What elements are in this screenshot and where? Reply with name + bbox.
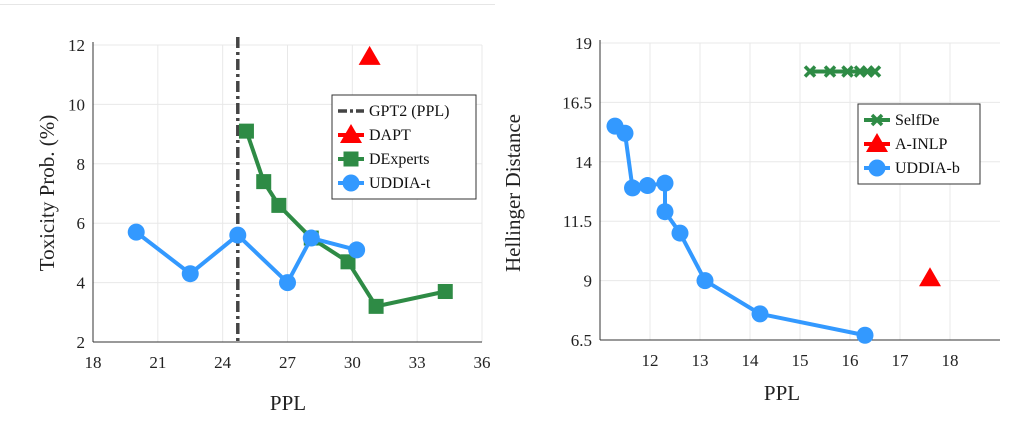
y-tick-label: 14 bbox=[575, 153, 593, 172]
data-point-dexperts bbox=[271, 197, 287, 213]
legend-marker-uddia-b bbox=[868, 159, 886, 177]
data-point-uddia-b bbox=[639, 177, 656, 195]
legend: SelfDe A-INLP UDDIA-b bbox=[857, 103, 981, 185]
series-uddia-t bbox=[127, 223, 366, 292]
x-axis-label: PPL bbox=[270, 391, 306, 415]
legend-label: A-INLP bbox=[895, 136, 948, 153]
legend-entry-dapt: DAPT bbox=[338, 124, 411, 144]
legend-entry-a-inlp: A-INLP bbox=[864, 133, 948, 153]
series-layer bbox=[606, 65, 941, 344]
y-axis-label: Toxicity Prob. (%) bbox=[35, 115, 59, 272]
data-point-dexperts bbox=[368, 298, 384, 314]
x-tick-label: 16 bbox=[842, 351, 859, 370]
data-point-uddia-b bbox=[696, 272, 714, 290]
x-tick-label: 12 bbox=[642, 351, 659, 370]
legend-entry-uddia-t: UDDIA-t bbox=[338, 174, 431, 192]
data-point-uddia-t bbox=[229, 226, 247, 244]
legend-marker-uddia-t bbox=[342, 174, 360, 192]
data-point-dexperts bbox=[340, 254, 356, 270]
x-tick-label: 18 bbox=[85, 353, 102, 372]
data-point-selfde bbox=[803, 65, 817, 78]
y-tick-label: 19 bbox=[575, 34, 592, 53]
data-point-selfde bbox=[868, 65, 882, 78]
legend-label: DExperts bbox=[369, 151, 429, 168]
x-tick-label: 36 bbox=[474, 353, 491, 372]
x-tick-label: 30 bbox=[344, 353, 361, 372]
series-line-uddia-b bbox=[613, 124, 866, 338]
y-tick-label: 8 bbox=[77, 155, 86, 174]
y-tick-label: 11.5 bbox=[563, 212, 592, 231]
legend-marker-a-inlp bbox=[866, 133, 888, 152]
legend-label: DAPT bbox=[369, 127, 411, 144]
x-tick-label: 17 bbox=[892, 351, 910, 370]
legend-label: SelfDe bbox=[895, 112, 939, 129]
legend-entry-selfde: SelfDe bbox=[864, 112, 939, 129]
y-tick-label: 9 bbox=[584, 272, 593, 291]
x-axis-label: PPL bbox=[764, 381, 800, 405]
x-tick-label: 33 bbox=[409, 353, 426, 372]
data-point-a-inlp bbox=[919, 267, 941, 287]
x-tick-label: 21 bbox=[149, 353, 166, 372]
data-point-uddia-t bbox=[302, 229, 320, 247]
legend: GPT2 (PPL) DAPT DExperts UDDIA-t bbox=[331, 94, 477, 200]
x-tick-label: 27 bbox=[279, 353, 297, 372]
series-dapt bbox=[358, 45, 381, 65]
data-point-dexperts bbox=[256, 174, 272, 190]
grid-layer bbox=[599, 40, 1000, 341]
data-point-selfde bbox=[841, 65, 854, 78]
top-divider bbox=[0, 4, 495, 5]
ticks-layer: 12 13 14 15 16 17 18 6.5 9 11.5 14 16.5 19 bbox=[562, 34, 958, 370]
y-tick-label: 16.5 bbox=[562, 93, 592, 112]
x-tick-label: 14 bbox=[742, 351, 760, 370]
x-tick-label: 13 bbox=[692, 351, 709, 370]
series-a-inlp bbox=[919, 267, 941, 287]
data-point-dapt bbox=[358, 45, 381, 65]
data-point-selfde bbox=[823, 65, 837, 78]
legend-entry-gpt2-ppl-: GPT2 (PPL) bbox=[338, 103, 449, 120]
data-point-uddia-b bbox=[856, 326, 874, 344]
y-tick-label: 2 bbox=[77, 333, 86, 352]
legend-marker-dapt bbox=[340, 124, 362, 143]
legend-entry-dexperts: DExperts bbox=[338, 151, 429, 168]
x-tick-label: 24 bbox=[214, 353, 232, 372]
data-point-uddia-b bbox=[624, 179, 641, 197]
data-point-uddia-t bbox=[181, 265, 199, 283]
y-tick-label: 6 bbox=[77, 214, 86, 233]
series-layer bbox=[127, 37, 453, 342]
legend-marker-dexperts bbox=[343, 151, 359, 167]
series-selfde bbox=[803, 65, 882, 78]
y-axis-label: Hellinger Distance bbox=[501, 114, 525, 272]
legend-marker-selfde bbox=[870, 113, 884, 127]
data-point-uddia-b bbox=[751, 305, 769, 323]
y-tick-label: 10 bbox=[68, 95, 85, 114]
data-point-uddia-t bbox=[127, 223, 145, 241]
legend-label: UDDIA-t bbox=[369, 175, 431, 192]
y-tick-label: 4 bbox=[77, 274, 86, 293]
legend-label: UDDIA-b bbox=[895, 160, 960, 177]
data-point-uddia-t bbox=[279, 274, 296, 292]
data-point-uddia-t bbox=[348, 241, 366, 259]
series-uddia-b bbox=[606, 117, 874, 344]
data-point-uddia-b bbox=[656, 174, 674, 192]
data-point-uddia-b bbox=[616, 124, 634, 142]
legend-entry-uddia-b: UDDIA-b bbox=[864, 159, 960, 177]
data-point-uddia-b bbox=[656, 203, 674, 221]
x-tick-label: 15 bbox=[792, 351, 809, 370]
x-tick-label: 18 bbox=[942, 351, 959, 370]
y-tick-label: 12 bbox=[68, 36, 85, 55]
data-point-dexperts bbox=[437, 284, 453, 300]
data-point-uddia-b bbox=[671, 224, 689, 242]
legend-label: GPT2 (PPL) bbox=[369, 103, 449, 120]
data-point-dexperts bbox=[238, 123, 254, 139]
y-tick-label: 6.5 bbox=[571, 331, 592, 350]
